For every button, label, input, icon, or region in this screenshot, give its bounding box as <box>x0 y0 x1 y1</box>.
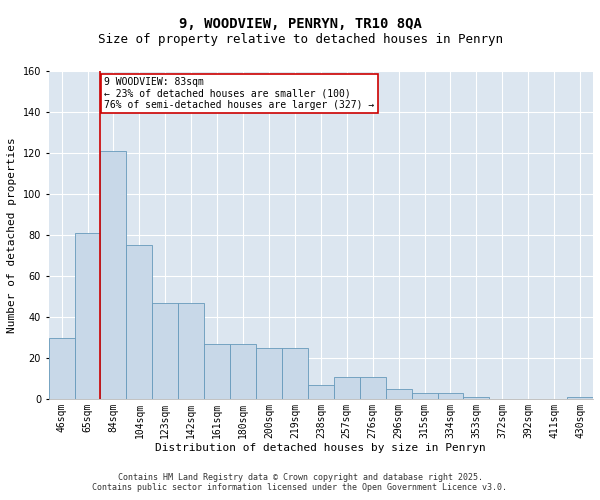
Bar <box>463 398 490 400</box>
Text: Contains HM Land Registry data © Crown copyright and database right 2025.
Contai: Contains HM Land Registry data © Crown c… <box>92 473 508 492</box>
Bar <box>308 385 334 400</box>
Bar <box>567 398 593 400</box>
Bar <box>178 303 204 400</box>
Bar <box>127 246 152 400</box>
Bar <box>334 377 360 400</box>
Text: Size of property relative to detached houses in Penryn: Size of property relative to detached ho… <box>97 32 503 46</box>
Bar <box>412 394 437 400</box>
Text: 9 WOODVIEW: 83sqm
← 23% of detached houses are smaller (100)
76% of semi-detache: 9 WOODVIEW: 83sqm ← 23% of detached hous… <box>104 77 374 110</box>
Text: 9, WOODVIEW, PENRYN, TR10 8QA: 9, WOODVIEW, PENRYN, TR10 8QA <box>179 18 421 32</box>
Bar <box>49 338 74 400</box>
Bar <box>437 394 463 400</box>
Bar <box>74 233 100 400</box>
Bar <box>256 348 282 400</box>
Bar <box>386 389 412 400</box>
Bar <box>100 151 127 400</box>
Bar <box>152 303 178 400</box>
Bar <box>230 344 256 400</box>
X-axis label: Distribution of detached houses by size in Penryn: Distribution of detached houses by size … <box>155 443 486 453</box>
Bar <box>282 348 308 400</box>
Bar <box>204 344 230 400</box>
Y-axis label: Number of detached properties: Number of detached properties <box>7 138 17 333</box>
Bar <box>360 377 386 400</box>
